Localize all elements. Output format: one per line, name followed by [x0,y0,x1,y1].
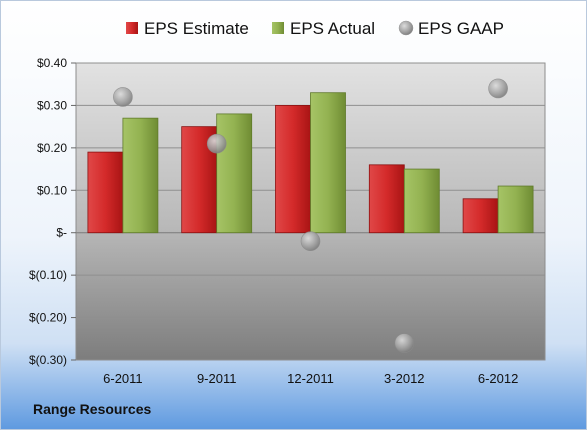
legend-label: EPS Actual [290,19,375,38]
y-tick-label: $0.30 [37,98,67,112]
x-category-label: 6-2012 [478,371,518,386]
eps-actual-bar [497,185,534,234]
plot-area: $0.40 $0.30 $0.20 $0.10 $- $(0.10) $(0.20) $(0.… [29,56,546,386]
x-category-label: 6-2011 [103,371,143,386]
y-tick-label: $(0.10) [29,268,67,282]
x-category-label: 12-2011 [287,371,334,386]
eps-gaap-point [206,133,227,154]
eps-gaap-point [113,87,133,107]
eps-actual-bar [122,117,159,234]
eps-estimate-bar [87,151,124,234]
legend: EPS Estimate EPS Actual EPS GAAP [126,19,504,38]
footer-label: Range Resources [33,401,152,417]
legend-label: EPS GAAP [418,19,504,38]
eps-actual-bar [310,92,346,234]
eps-gaap-point [394,333,415,353]
y-tick-label: $- [56,226,67,240]
eps-estimate-bar [275,105,311,234]
legend-label: EPS Estimate [144,19,249,38]
eps-estimate-bar [368,164,405,234]
x-category-label: 9-2011 [197,371,237,386]
y-tick-label: $0.10 [37,183,67,197]
eps-estimate-bar [462,198,499,234]
eps-gaap-point [300,231,321,251]
y-tick-label: $0.40 [37,56,67,70]
legend-swatch [272,22,284,34]
legend-swatch [126,22,138,34]
legend-swatch [398,20,414,36]
eps-gaap-point [488,78,508,99]
y-tick-label: $(0.30) [29,353,67,367]
eps-actual-bar [403,168,440,234]
y-tick-label: $0.20 [37,141,67,155]
eps-actual-bar [216,113,253,234]
x-category-label: 3-2012 [384,371,424,386]
y-tick-label: $(0.20) [29,311,67,325]
